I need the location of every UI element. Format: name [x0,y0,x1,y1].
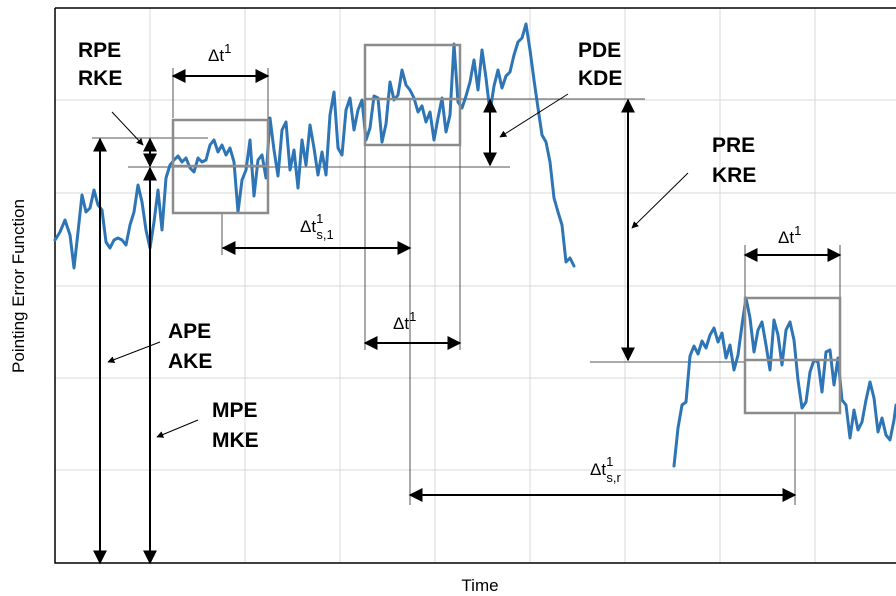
window-box-3 [743,296,842,415]
dt-window-1-label: Δt1 [208,41,231,65]
dt-s1-label: Δt1 s,1 [300,211,334,242]
kde-label: KDE [578,67,622,90]
mpe-label: MPE [212,399,258,422]
pde-label: PDE [578,39,621,62]
dt-sr-label: Δt1 s,r [590,454,621,485]
rpe-label: RPE [78,39,121,62]
interval-arrows [171,69,842,502]
mke-label: MKE [212,429,259,452]
ape-label: APE [168,320,211,343]
error-arrows [93,98,635,565]
y-axis-title: Pointing Error Function [9,199,28,373]
grid [55,8,896,563]
ake-label: AKE [168,350,212,373]
rke-label: RKE [78,67,122,90]
dt-window-3-label: Δt1 [778,223,801,247]
dt-window-2-label: Δt1 [393,309,416,333]
window-box-2 [363,43,462,147]
measurement-windows [171,43,842,415]
kre-label: KRE [712,164,756,187]
pointing-error-signal-second-segment [672,296,896,468]
leader-lines [107,93,689,438]
plot-frame [54,8,896,564]
x-axis-title: Time [461,576,498,595]
pre-label: PRE [712,134,755,157]
